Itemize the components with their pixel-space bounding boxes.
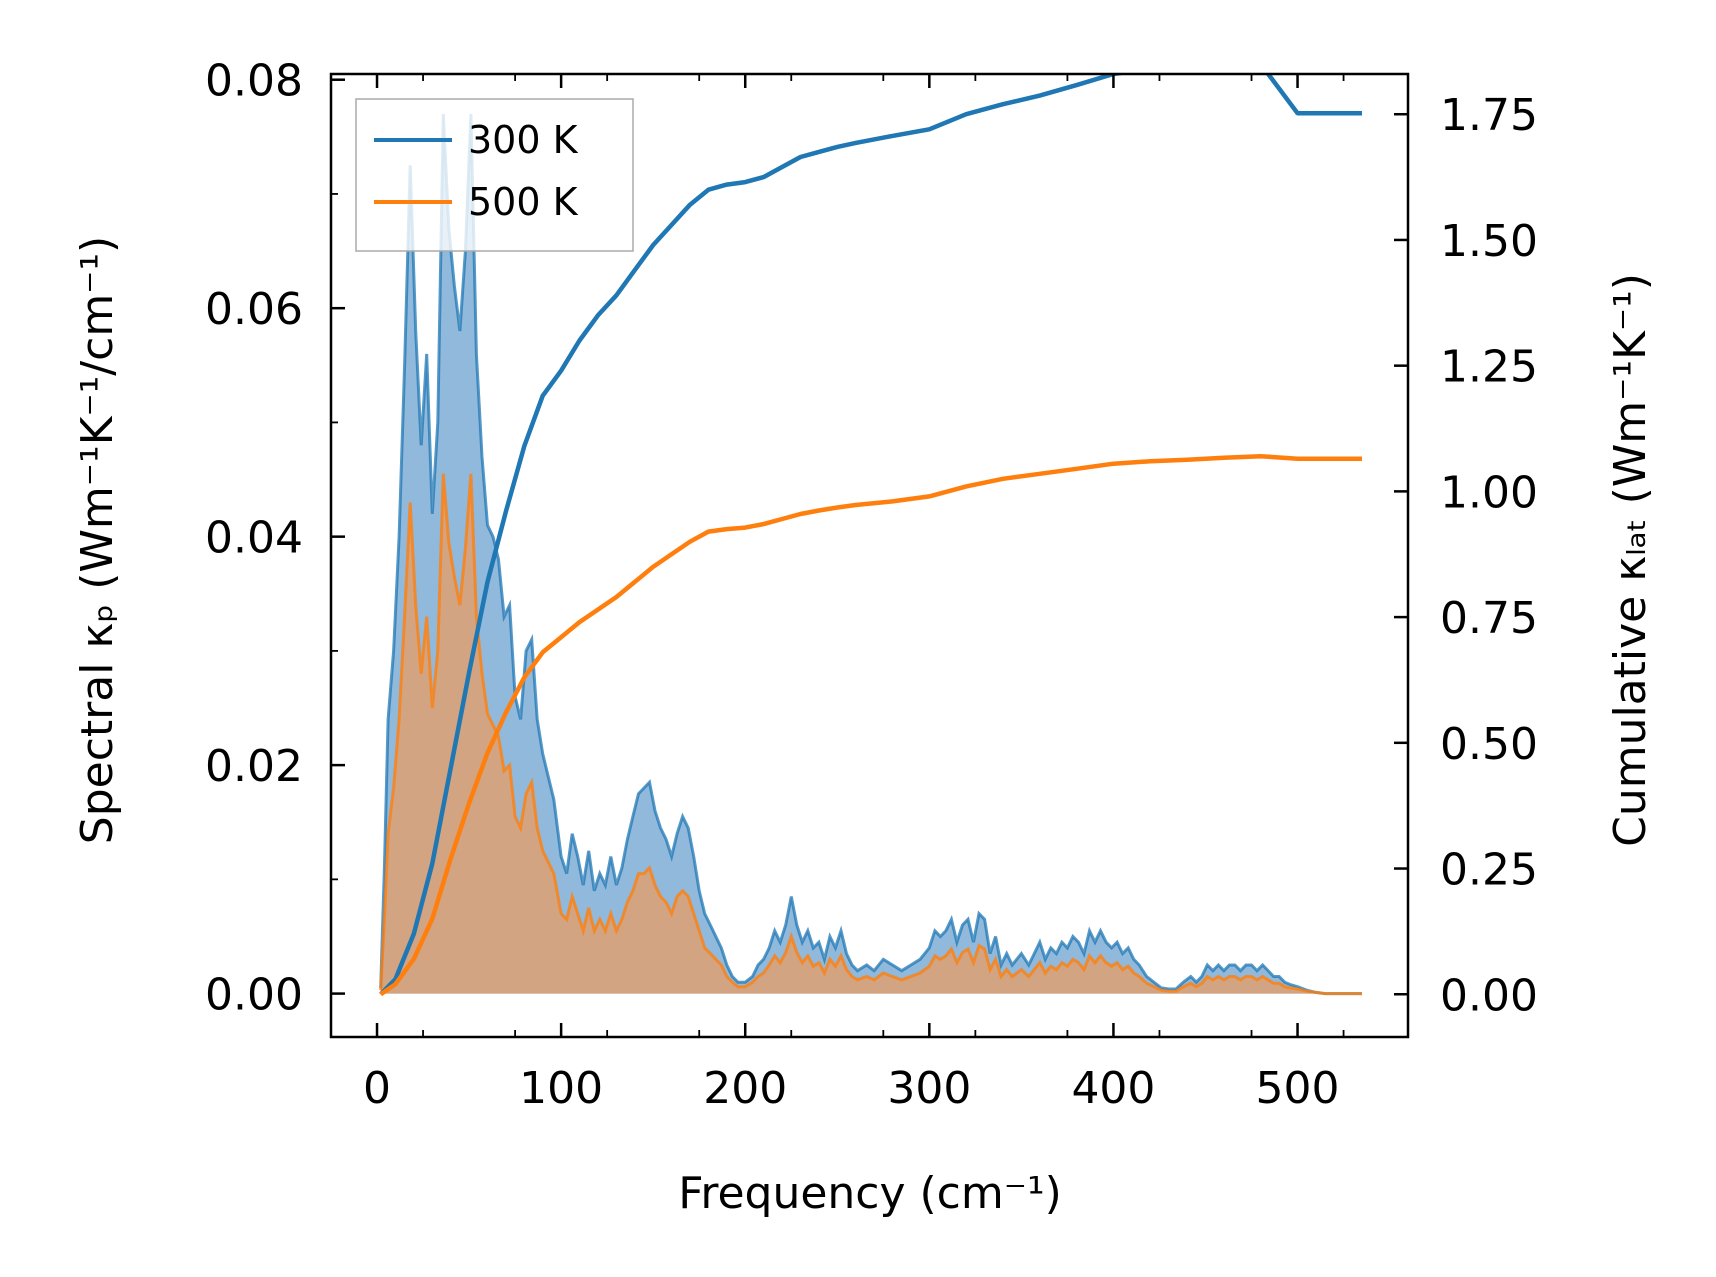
y-left-tick-label: 0.08 bbox=[205, 56, 303, 107]
legend-label-300k: 300 K bbox=[468, 118, 579, 162]
x-tick-label: 500 bbox=[1256, 1063, 1340, 1114]
y-right-tick-label: 1.25 bbox=[1440, 342, 1538, 393]
y-right-tick-label: 0.00 bbox=[1440, 970, 1538, 1021]
line-500k-spectral bbox=[379, 473, 1362, 996]
y-left-tick-label: 0.02 bbox=[205, 741, 303, 792]
legend-frame bbox=[355, 98, 634, 252]
x-tick-label: 200 bbox=[703, 1063, 787, 1114]
plot-frame bbox=[329, 72, 1410, 1039]
y-left-tick-label: 0.04 bbox=[205, 513, 303, 564]
x-axis-title: Frequency (cm⁻¹) bbox=[678, 1168, 1062, 1219]
area-500k-spectral bbox=[380, 473, 1362, 994]
line-300k-cumulative bbox=[379, 74, 1362, 996]
y-axis-right-title: Cumulative κₗₐₜ (Wm⁻¹K⁻¹) bbox=[1605, 273, 1656, 847]
y-right-tick-label: 1.75 bbox=[1440, 90, 1538, 141]
legend: 300 K 500 K bbox=[355, 98, 634, 252]
x-tick-label: 400 bbox=[1071, 1063, 1155, 1114]
line-500k-cumulative bbox=[379, 453, 1362, 997]
y-right-tick-label: 0.75 bbox=[1440, 593, 1538, 644]
x-tick-label: 100 bbox=[519, 1063, 603, 1114]
y-right-tick-label: 0.50 bbox=[1440, 719, 1538, 770]
x-tick-label: 0 bbox=[363, 1063, 391, 1114]
legend-label-500k: 500 K bbox=[468, 180, 579, 224]
y-left-tick-label: 0.00 bbox=[205, 970, 303, 1021]
y-right-tick-label: 1.50 bbox=[1440, 216, 1538, 267]
line-300k-spectral bbox=[379, 113, 1362, 996]
x-tick-label: 300 bbox=[887, 1063, 971, 1114]
y-right-tick-label: 1.00 bbox=[1440, 467, 1538, 518]
y-left-tick-label: 0.06 bbox=[205, 284, 303, 335]
y-axis-left-title: Spectral κₚ (Wm⁻¹K⁻¹/cm⁻¹) bbox=[72, 236, 123, 844]
y-right-tick-label: 0.25 bbox=[1440, 845, 1538, 896]
